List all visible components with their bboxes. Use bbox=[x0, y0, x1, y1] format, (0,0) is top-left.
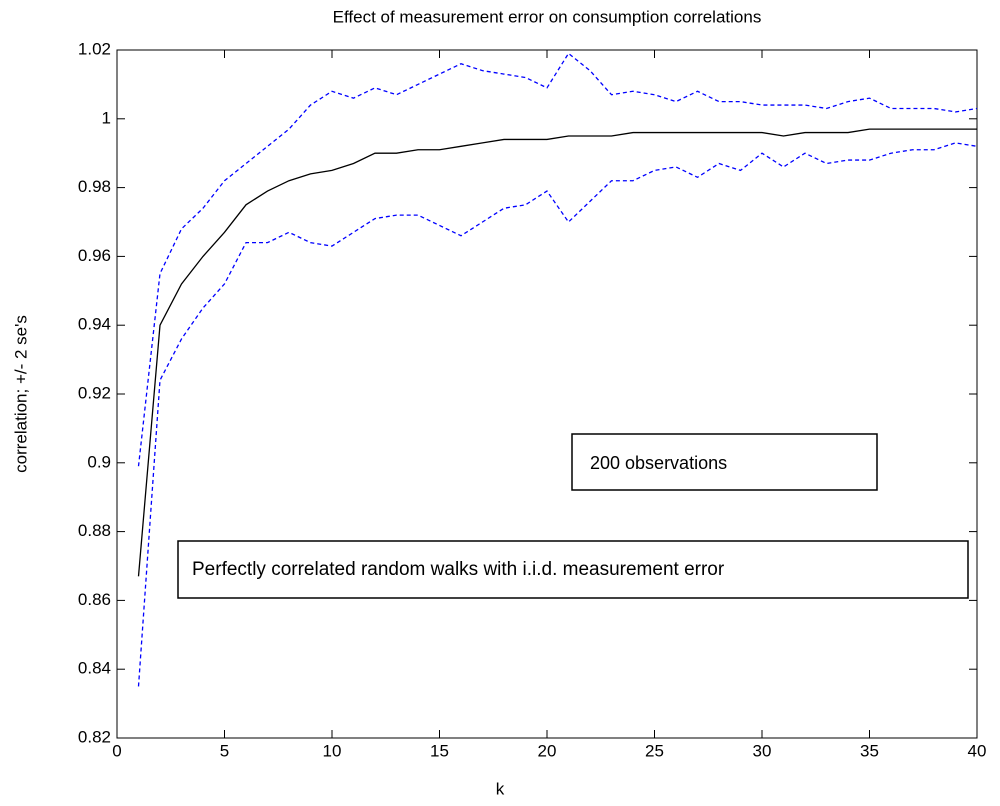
series-line bbox=[137, 142, 978, 687]
chart-title: Effect of measurement error on consumpti… bbox=[333, 7, 762, 26]
annotation: 200 observations bbox=[590, 453, 727, 473]
x-tick-label: 15 bbox=[430, 741, 449, 760]
y-tick-label: 0.84 bbox=[78, 659, 111, 678]
y-tick-label: 0.82 bbox=[78, 727, 111, 746]
y-tick-label: 1.02 bbox=[78, 39, 111, 58]
x-tick-label: 30 bbox=[753, 741, 772, 760]
annotation-box bbox=[571, 433, 878, 491]
series-line bbox=[137, 128, 977, 577]
y-tick-label: 0.92 bbox=[78, 383, 111, 402]
y-tick-label: 0.86 bbox=[78, 590, 111, 609]
annotation-box bbox=[177, 540, 969, 599]
y-tick-label: 0.9 bbox=[87, 452, 111, 471]
x-tick-label: 20 bbox=[538, 741, 557, 760]
plot-frame bbox=[116, 49, 978, 739]
y-tick-label: 0.98 bbox=[78, 177, 111, 196]
y-tick-label: 0.88 bbox=[78, 521, 111, 540]
x-axis-label: k bbox=[496, 779, 505, 798]
x-tick-label: 0 bbox=[112, 741, 121, 760]
y-tick-label: 1 bbox=[102, 108, 111, 127]
series-line bbox=[137, 52, 978, 467]
x-tick-label: 25 bbox=[645, 741, 664, 760]
x-tick-label: 5 bbox=[220, 741, 229, 760]
y-tick-label: 0.96 bbox=[78, 246, 111, 265]
x-tick-label: 10 bbox=[323, 741, 342, 760]
x-tick-label: 40 bbox=[968, 741, 987, 760]
y-axis-label: correlation; +/- 2 se's bbox=[11, 315, 30, 473]
x-tick-label: 35 bbox=[860, 741, 879, 760]
y-tick-label: 0.94 bbox=[78, 315, 111, 334]
annotation: Perfectly correlated random walks with i… bbox=[192, 559, 725, 580]
